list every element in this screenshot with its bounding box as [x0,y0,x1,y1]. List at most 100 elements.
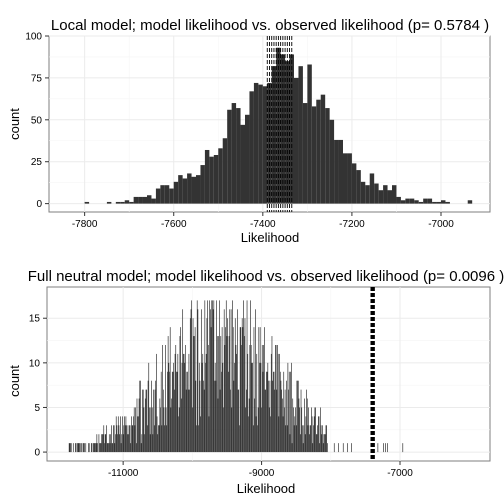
histogram-bar [275,345,276,453]
histogram-bar [278,416,280,453]
histogram-bar [95,443,96,453]
histogram-bar [247,353,249,453]
histogram-bar [259,362,260,453]
histogram-bar [378,190,384,204]
histogram-bar [137,416,139,453]
histogram-bar [142,389,143,453]
histogram-bar [212,309,214,453]
histogram-bar [131,416,132,453]
histogram-bar [309,425,311,453]
histogram-bar [200,165,205,204]
histogram-bar [208,416,210,453]
histogram-bar [387,443,388,453]
histogram-bar [213,155,219,204]
histogram-bar [369,173,375,204]
histogram-bar [270,416,271,453]
histogram-bar [232,327,234,453]
local-model-histogram: Local model; model likelihood vs. observ… [7,17,491,245]
histogram-bar [223,309,225,453]
histogram-bar [147,380,149,453]
histogram-bar [95,443,97,453]
histogram-bar [227,109,232,204]
histogram-bar [127,425,129,453]
histogram-bar [294,77,299,204]
histogram-bar [347,443,348,453]
histogram-bar [242,327,244,453]
histogram-bar [120,443,122,453]
histogram-bar [140,380,141,453]
histogram-bar [142,389,144,453]
histogram-bar [210,327,212,453]
histogram-bar [111,443,113,453]
histogram-bar [215,380,217,453]
histogram-bar [418,201,424,204]
histogram-bar [262,371,264,453]
histogram-bar [315,407,316,453]
histogram-bar [153,389,154,453]
histogram-bar [276,389,278,453]
histogram-bar [320,94,326,204]
histogram-bar [113,425,114,453]
histogram-bar [360,181,366,204]
histogram-bar [427,198,433,204]
histogram-bar [83,443,85,453]
histogram-bar [139,380,141,453]
histogram-bar [316,99,321,204]
histogram-bar [232,300,233,453]
histogram-bar [318,416,320,453]
histogram-bar [165,345,166,453]
histogram-bar [165,407,167,453]
histogram-bar [187,173,192,204]
histogram-bar [147,195,152,204]
histogram-bar [308,434,310,453]
histogram-bar [110,434,112,453]
histogram-bar [140,443,142,453]
histogram-bar [198,425,199,453]
histogram-bar [185,389,187,453]
histogram-bar [286,425,288,453]
histogram-bar [184,362,186,453]
histogram-bar [297,380,299,453]
y-tick-label: 100 [25,32,42,43]
histogram-bar [105,434,107,453]
histogram-bar [160,407,161,453]
histogram-bar [187,389,189,453]
histogram-bar [225,300,227,453]
y-tick-label: 50 [31,115,43,126]
histogram-bar [126,425,127,453]
histogram-bar [96,434,98,453]
histogram-bar [230,309,232,453]
histogram-bar [113,425,115,453]
histogram-bar [84,201,90,204]
histogram-bar [257,425,258,453]
histogram-bar [329,119,335,204]
chart-title: Full neutral model; model likelihood vs.… [28,268,504,285]
histogram-bar [102,434,104,453]
histogram-bar [234,318,236,453]
histogram-bar [183,353,185,453]
histogram-bar [136,398,138,453]
histogram-bar [203,380,204,453]
histogram-bar [271,336,273,453]
histogram-bar [68,443,70,453]
histogram-bar [314,407,316,453]
histogram-bar [167,371,168,453]
histogram-bar [124,425,126,453]
histogram-bar [324,434,325,453]
histogram-bar [236,353,238,453]
histogram-bar [307,64,312,204]
histogram-bar [211,300,213,453]
histogram-bar [377,443,379,453]
histogram-bar [173,181,179,204]
histogram-bar [214,362,216,453]
histogram-bar [162,345,163,453]
histogram-bar [169,188,174,204]
histogram-bar [198,362,200,453]
histogram-bar [257,407,259,453]
histogram-bar [374,183,379,204]
histogram-bar [201,309,202,453]
histogram-bar [261,345,263,453]
histogram-bar [289,434,291,453]
histogram-bar [205,353,207,453]
histogram-bar [267,362,269,453]
